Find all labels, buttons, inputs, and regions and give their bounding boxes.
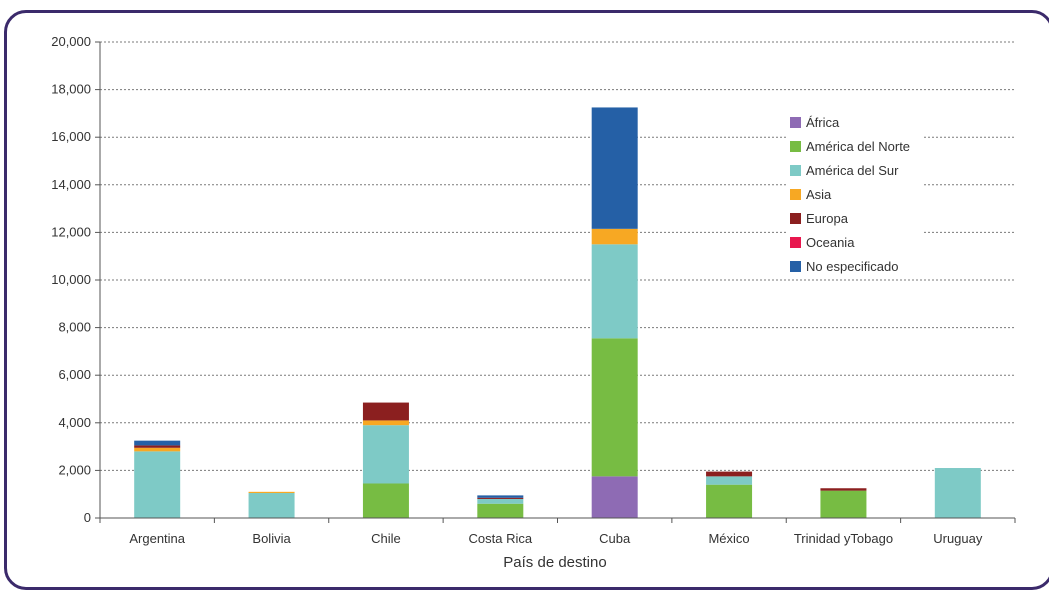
legend-label: Asia bbox=[806, 187, 832, 202]
x-tick-label: Argentina bbox=[129, 531, 185, 546]
legend: África América del Norte América del Sur As… bbox=[786, 107, 924, 277]
x-tick-label: Uruguay bbox=[933, 531, 983, 546]
bar-segment bbox=[134, 440, 181, 446]
bar-segment bbox=[591, 228, 638, 245]
bar-segment bbox=[362, 483, 409, 518]
legend-label: América del Sur bbox=[806, 163, 899, 178]
x-tick-label: Trinidad yTobago bbox=[794, 531, 893, 546]
bar-segment bbox=[934, 468, 981, 518]
legend-label: Oceania bbox=[806, 235, 855, 250]
bar-segment bbox=[134, 445, 181, 448]
x-tick-label: Bolivia bbox=[252, 531, 291, 546]
y-tick-label: 14,000 bbox=[51, 177, 91, 192]
legend-label: No especificado bbox=[806, 259, 899, 274]
bar-segment bbox=[134, 451, 181, 518]
x-tick-labels: Argentina Bolivia Chile Costa Rica Cuba Méxic… bbox=[99, 518, 1016, 546]
y-tick-label: 16,000 bbox=[51, 129, 91, 144]
y-tick-label: 10,000 bbox=[51, 272, 91, 287]
bar-segment bbox=[477, 495, 524, 498]
bar-segment bbox=[591, 244, 638, 339]
bar-segment bbox=[134, 447, 181, 452]
y-tick-labels: 0 2,000 4,000 6,000 8,000 10,000 12,000 14,000 1… bbox=[51, 34, 100, 525]
bar-segment bbox=[706, 476, 753, 485]
bars-group bbox=[134, 107, 981, 518]
legend-background bbox=[786, 107, 924, 277]
y-tick-label: 2,000 bbox=[58, 462, 91, 477]
bar-segment bbox=[591, 107, 638, 229]
y-tick-label: 12,000 bbox=[51, 224, 91, 239]
legend-swatch bbox=[790, 117, 801, 128]
x-tick-label: Chile bbox=[371, 531, 401, 546]
y-tick-label: 4,000 bbox=[58, 415, 91, 430]
bar-segment bbox=[362, 420, 409, 426]
bar-segment bbox=[706, 471, 753, 477]
bar-segment bbox=[248, 493, 295, 518]
bar-segment bbox=[820, 490, 867, 518]
y-tick-label: 0 bbox=[84, 510, 91, 525]
y-tick-label: 20,000 bbox=[51, 34, 91, 49]
legend-label: Europa bbox=[806, 211, 849, 226]
bar-segment bbox=[477, 497, 524, 499]
legend-swatch bbox=[790, 261, 801, 272]
bar-segment bbox=[477, 503, 524, 518]
grid-lines bbox=[100, 41, 1015, 471]
bar-segment bbox=[591, 338, 638, 477]
legend-swatch bbox=[790, 141, 801, 152]
legend-swatch bbox=[790, 213, 801, 224]
x-tick-label: Costa Rica bbox=[469, 531, 533, 546]
bar-segment bbox=[706, 484, 753, 518]
y-tick-label: 8,000 bbox=[58, 320, 91, 335]
x-tick-label: México bbox=[708, 531, 749, 546]
bar-segment bbox=[248, 491, 295, 494]
legend-swatch bbox=[790, 237, 801, 248]
x-tick-label: Cuba bbox=[599, 531, 631, 546]
y-tick-label: 6,000 bbox=[58, 367, 91, 382]
legend-swatch bbox=[790, 189, 801, 200]
bar-segment bbox=[591, 476, 638, 518]
legend-label: América del Norte bbox=[806, 139, 910, 154]
bar-segment bbox=[820, 488, 867, 491]
bar-segment bbox=[477, 498, 524, 504]
x-axis-title: País de destino bbox=[503, 554, 606, 571]
bar-segment bbox=[362, 425, 409, 484]
legend-label: África bbox=[806, 115, 840, 130]
legend-swatch bbox=[790, 165, 801, 176]
bar-segment bbox=[362, 402, 409, 421]
y-tick-label: 18,000 bbox=[51, 82, 91, 97]
